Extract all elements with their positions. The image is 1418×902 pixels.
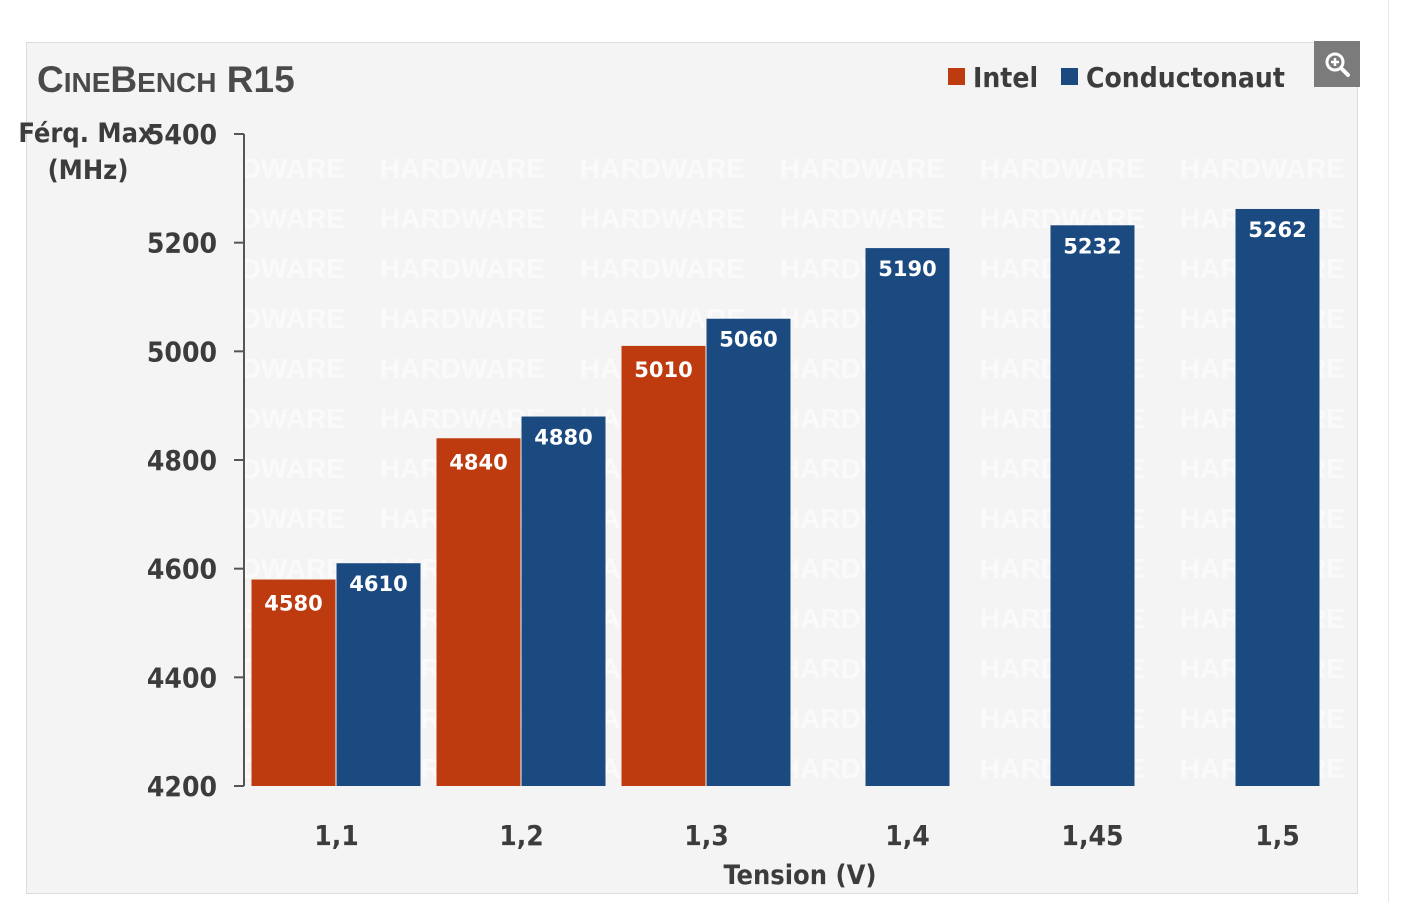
y-tick-label: 4400	[147, 661, 217, 694]
y-tick-label: 4800	[147, 444, 217, 477]
watermark-text: HARDWARE	[180, 453, 345, 484]
watermark-text: HARDWARE	[180, 553, 345, 584]
watermark-text: HARDWARE	[1380, 703, 1418, 734]
bar-intel	[251, 579, 336, 786]
x-tick-label: 1,4	[885, 819, 930, 852]
y-tick-label: 5200	[147, 227, 217, 260]
watermark-text: HARDWARE	[1380, 653, 1418, 684]
bar-value-label: 5060	[719, 328, 777, 352]
x-axis-label: Tension (V)	[724, 860, 877, 891]
watermark-text: HARDWARE	[180, 253, 345, 284]
watermark-text: HARDWARE	[180, 153, 345, 184]
bar-conductonaut	[336, 563, 421, 786]
watermark-text: HARDWARE	[580, 153, 745, 184]
watermark-text: HARDWARE	[1380, 203, 1418, 234]
bar-value-label: 5010	[634, 358, 692, 382]
x-tick-label: 1,2	[499, 819, 544, 852]
bars: 4580 4610 4840 4880 5010 5060 5190 5232 5262	[251, 208, 1320, 787]
y-axis-ticks: 4200 4400 4600 4800 5000 5200 5400	[147, 118, 244, 803]
bar-conductonaut	[706, 318, 791, 786]
watermark-text: HARDWARE	[1380, 253, 1418, 284]
watermark-text: HARDWARE	[380, 253, 545, 284]
x-axis-tick-labels: 1,1 1,2 1,3 1,4 1,45 1,5	[314, 819, 1300, 852]
legend-label-intel: Intel	[973, 61, 1038, 94]
watermark-text: HARDWARE	[380, 303, 545, 334]
watermark-text: HARDWARE	[1380, 753, 1418, 784]
bar-value-label: 4580	[264, 592, 322, 616]
watermark-text: HARDWARE	[580, 253, 745, 284]
watermark-text: HARDWARE	[380, 403, 545, 434]
chart-title-part: R15	[217, 59, 295, 100]
y-tick-label: 5400	[147, 118, 217, 151]
watermark-text: HARDWARE	[180, 303, 345, 334]
watermark-text: HARDWARE	[180, 353, 345, 384]
watermark-text: HARDWARE	[1380, 553, 1418, 584]
bar-conductonaut	[1235, 208, 1320, 787]
watermark-text: HARDWARE	[980, 153, 1145, 184]
watermark-text: HARDWARE	[1380, 603, 1418, 634]
bar-value-label: 4840	[449, 450, 507, 474]
legend-swatch-conductonaut	[1061, 68, 1078, 85]
bar-intel	[621, 345, 706, 786]
watermark-text: HARDWARE	[1380, 453, 1418, 484]
x-tick-label: 1,5	[1255, 819, 1300, 852]
y-axis-unit: (MHz)	[48, 155, 129, 186]
watermark-text: HARDWARE	[1180, 153, 1345, 184]
watermark-text: HARDWARE	[580, 203, 745, 234]
chart-title: CINEBENCH R15	[37, 59, 295, 100]
chart-title-part: C	[37, 59, 64, 100]
bar-conductonaut	[521, 416, 606, 786]
bar-value-label: 5190	[878, 257, 936, 281]
bar-conductonaut	[865, 248, 950, 787]
chart-title-part: ENCH	[137, 67, 216, 98]
bar-intel	[436, 438, 521, 786]
watermark-text: HARDWARE	[780, 153, 945, 184]
watermark-text: HARDWARE	[380, 353, 545, 384]
x-tick-label: 1,3	[684, 819, 729, 852]
y-axis-label: Férq. Max	[18, 118, 154, 149]
bar-value-label: 4880	[534, 426, 592, 450]
watermark-text: HARDWARE	[180, 403, 345, 434]
watermark-text: HARDWARE	[180, 503, 345, 534]
watermark-text: HARDWARE	[380, 203, 545, 234]
watermark-text: HARDWARE	[780, 203, 945, 234]
bar-conductonaut	[1050, 225, 1135, 786]
x-tick-label: 1,45	[1061, 819, 1123, 852]
watermark-text: HARDWARE	[1380, 403, 1418, 434]
zoom-in-icon	[1325, 52, 1350, 77]
page-divider	[1388, 0, 1389, 902]
watermark-text: HARDWARE	[1380, 153, 1418, 184]
watermark-text: HARDWARE	[380, 153, 545, 184]
bar-value-label: 5232	[1063, 234, 1121, 258]
y-tick-label: 5000	[147, 335, 217, 368]
zoom-button[interactable]	[1314, 41, 1360, 87]
chart-title-part: INE	[64, 67, 111, 98]
bar-value-label: 5262	[1248, 218, 1306, 242]
y-tick-label: 4600	[147, 553, 217, 586]
y-tick-label: 4200	[147, 770, 217, 803]
chart-title-part: B	[110, 59, 137, 100]
legend-swatch-intel	[948, 68, 965, 85]
watermark-text: HARDWARE	[1380, 353, 1418, 384]
watermark-text: HARDWARE	[180, 203, 345, 234]
legend-label-conductonaut: Conductonaut	[1086, 61, 1285, 94]
bar-value-label: 4610	[349, 572, 407, 596]
x-tick-label: 1,1	[314, 819, 359, 852]
legend: Intel Conductonaut	[948, 61, 1285, 94]
watermark-text: HARDWARE	[1380, 303, 1418, 334]
watermark-text: HARDWARE	[1380, 503, 1418, 534]
